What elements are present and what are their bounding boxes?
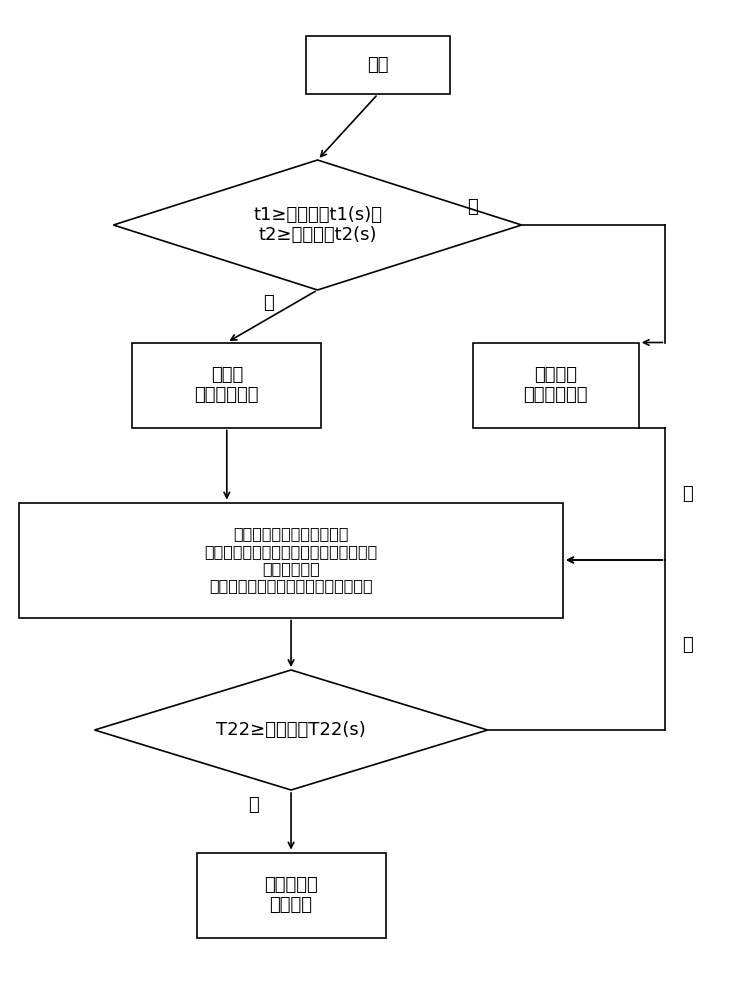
Polygon shape [94,670,488,790]
FancyBboxPatch shape [306,36,450,94]
FancyBboxPatch shape [19,502,563,617]
FancyBboxPatch shape [132,342,321,428]
Text: 开始: 开始 [367,56,389,74]
Text: 压缩机、冷冻风机停止运行
电磁阀组中冷藏流道打开、冷冻流道关闭
冷藏风机运转
冷冻蕲发器底部的化霜加热管持续加热: 压缩机、冷冻风机停止运行 电磁阀组中冷藏流道打开、冷冻流道关闭 冷藏风机运转 冷… [204,526,378,594]
Text: 冷冻室不
进入化霜状态: 冷冻室不 进入化霜状态 [523,366,588,404]
FancyBboxPatch shape [472,342,639,428]
Text: T22≥设定温度T22(s): T22≥设定温度T22(s) [216,721,366,739]
Text: 是: 是 [263,294,274,312]
Text: 否: 否 [467,198,478,216]
Polygon shape [113,160,522,290]
FancyBboxPatch shape [197,852,386,938]
Text: 是: 是 [248,796,259,814]
Text: t1≥设定时间t1(s)或
t2≥设定时间t2(s): t1≥设定时间t1(s)或 t2≥设定时间t2(s) [253,206,382,244]
Text: 否: 否 [683,485,693,503]
Text: 否: 否 [683,636,693,654]
Text: 冷冻室结束
化霜状态: 冷冻室结束 化霜状态 [264,876,318,914]
Text: 冷冻室
进入化霜状态: 冷冻室 进入化霜状态 [194,366,259,404]
